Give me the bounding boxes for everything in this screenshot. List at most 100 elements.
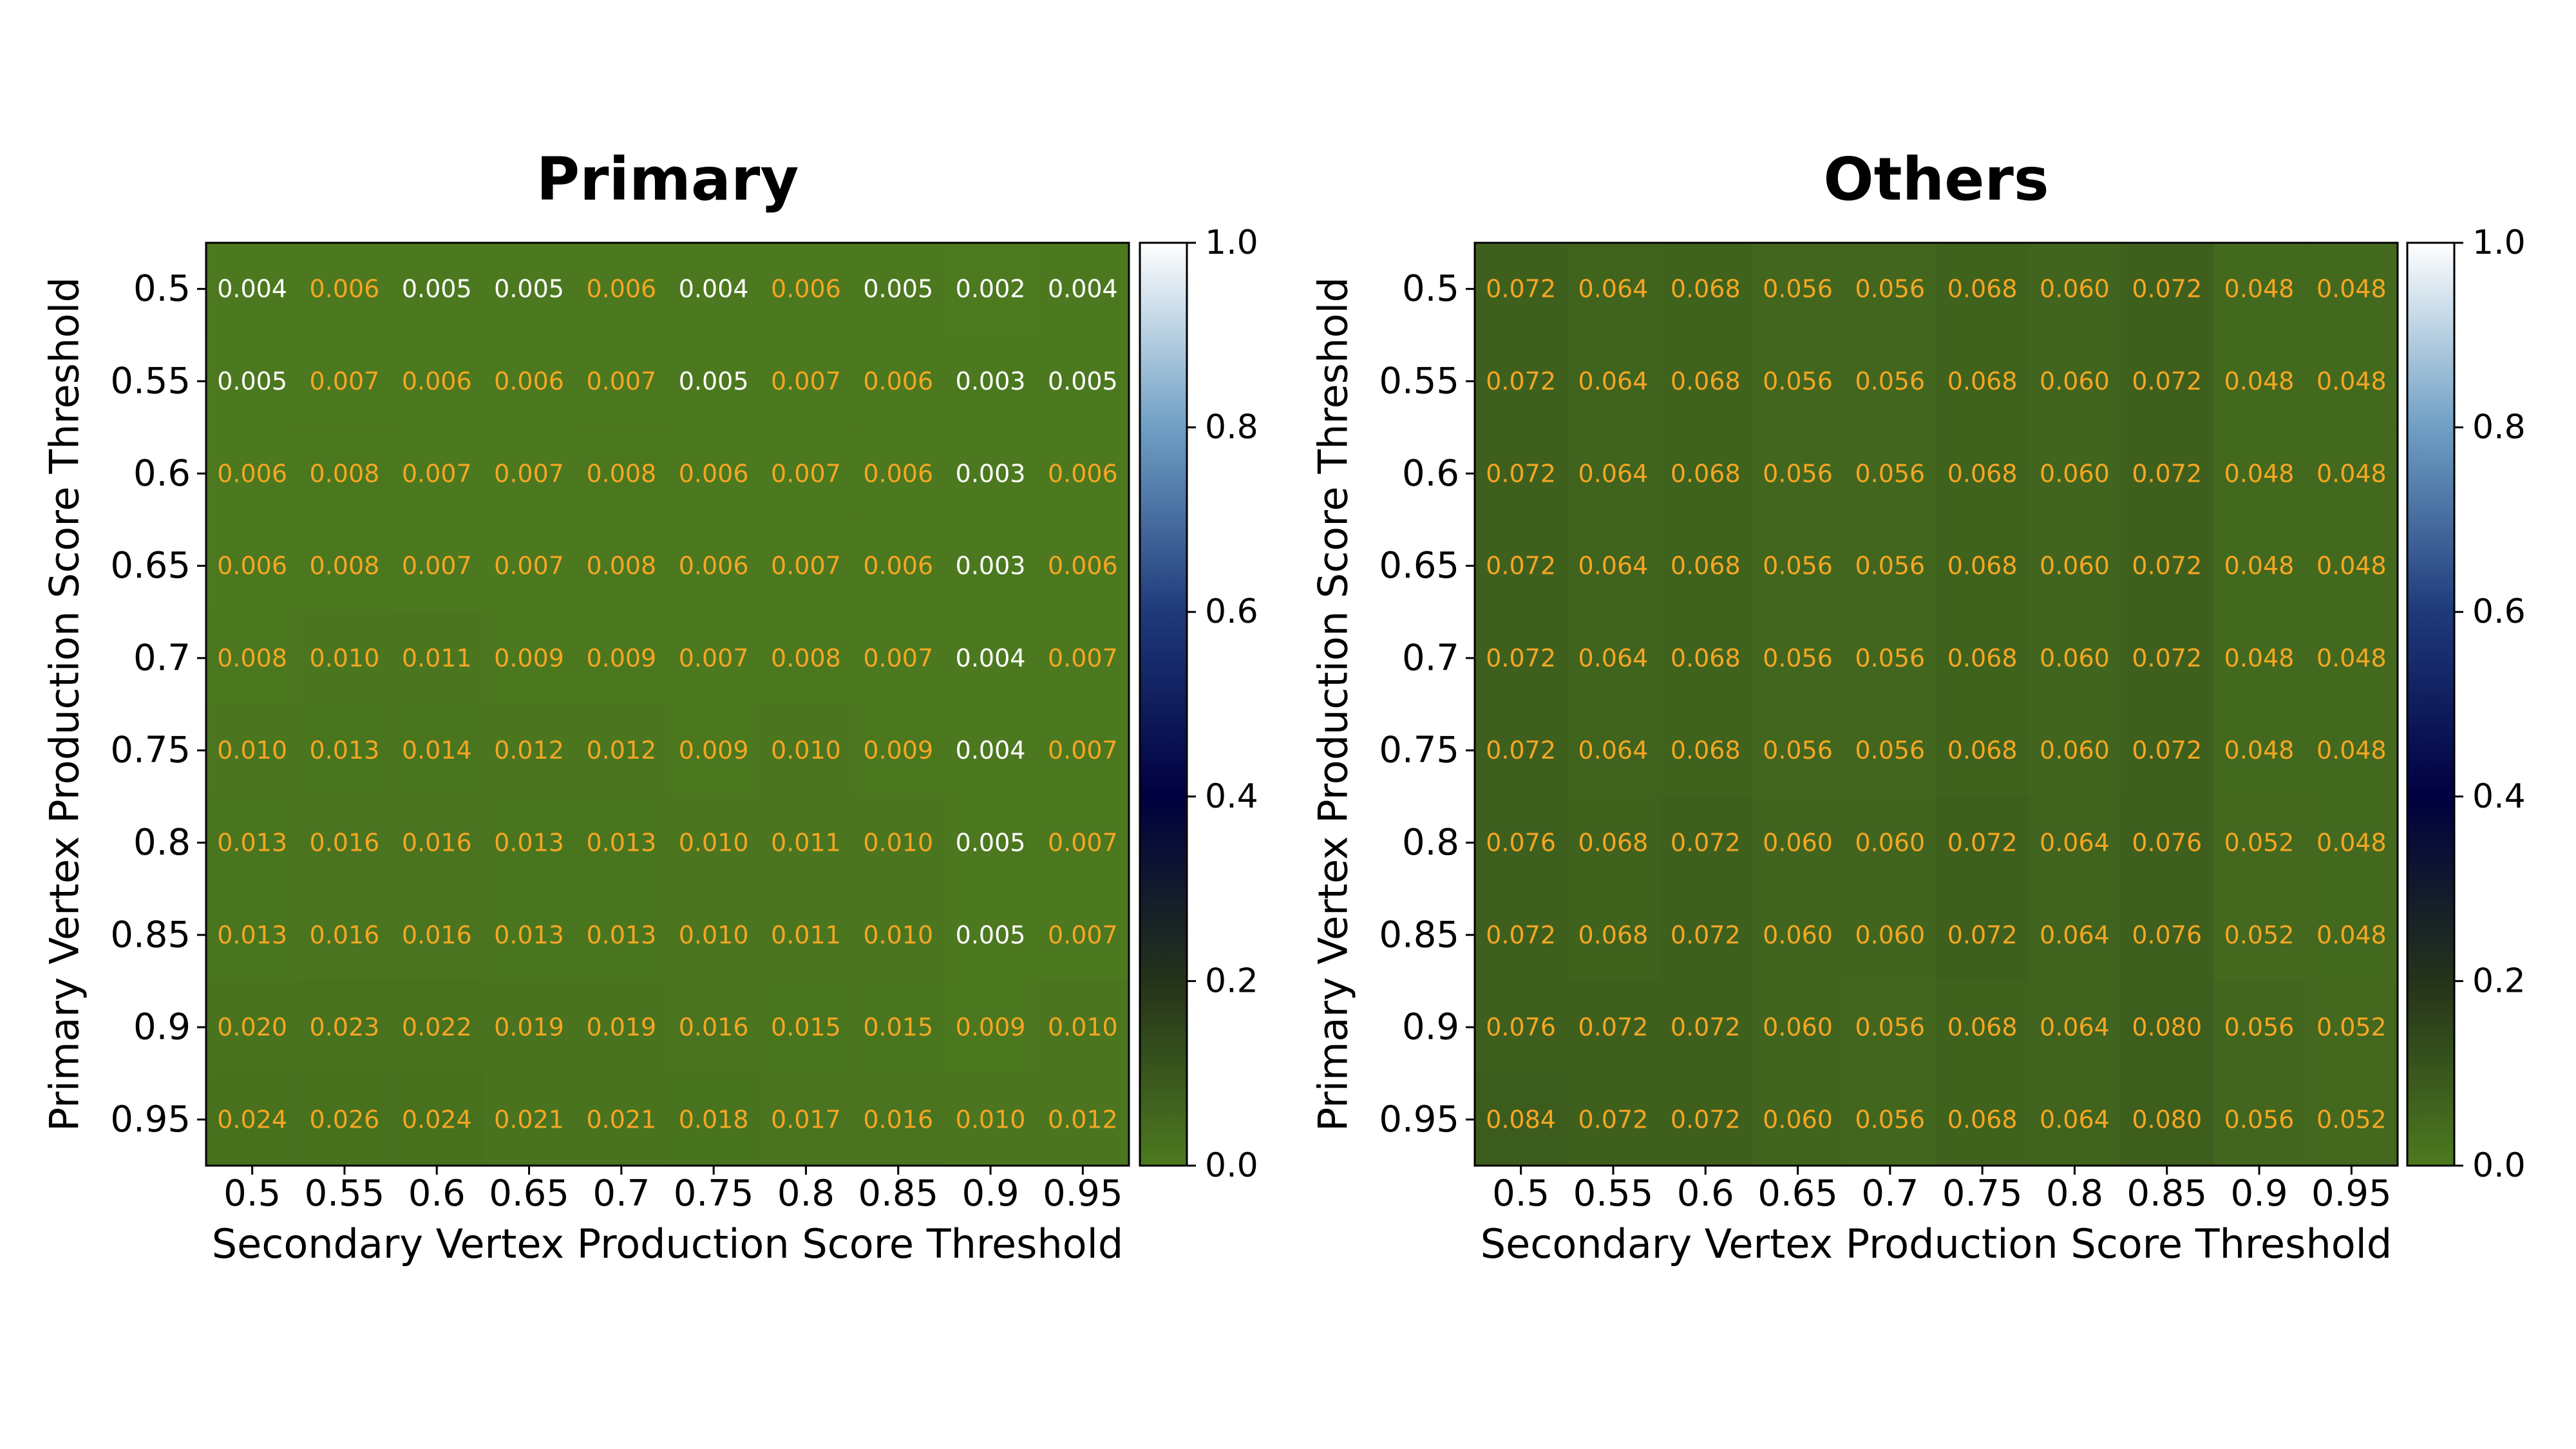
heatmap-cell bbox=[1751, 1073, 1844, 1166]
cell-value-label: 0.060 bbox=[1855, 921, 1925, 949]
cell-value-label: 0.072 bbox=[2132, 459, 2202, 488]
cell-value-label: 0.006 bbox=[494, 367, 564, 395]
heatmap-cell bbox=[2121, 704, 2213, 797]
cell-value-label: 0.013 bbox=[310, 736, 380, 764]
cell-value-label: 0.024 bbox=[217, 1105, 287, 1133]
cell-value-label: 0.080 bbox=[2132, 1013, 2202, 1041]
cell-value-label: 0.056 bbox=[1763, 367, 1833, 395]
heatmap-cell bbox=[2121, 335, 2213, 428]
heatmap-cell bbox=[482, 796, 576, 889]
colorbar-tick-label: 0.6 bbox=[1205, 592, 1258, 631]
heatmap-cell bbox=[206, 1073, 299, 1166]
heatmap-cell bbox=[206, 612, 299, 705]
x-axis-label: Secondary Vertex Production Score Thresh… bbox=[212, 1220, 1124, 1267]
heatmap-cell bbox=[2121, 981, 2213, 1074]
heatmap-cell bbox=[206, 519, 299, 612]
cell-value-label: 0.005 bbox=[1048, 367, 1118, 395]
x-tick-label: 0.8 bbox=[777, 1173, 835, 1215]
cell-value-label: 0.048 bbox=[2224, 552, 2295, 580]
heatmap-cell bbox=[1936, 796, 2029, 889]
heatmap-cell bbox=[1659, 335, 1752, 428]
cell-value-label: 0.016 bbox=[310, 921, 380, 949]
heatmap-panel-primary: 0.004 0.006 0.005 0.005 0.006 0.004 0.006 0.005… bbox=[41, 145, 1258, 1267]
cell-value-label: 0.011 bbox=[402, 644, 472, 672]
heatmap-cell bbox=[206, 889, 299, 981]
heatmap-cell bbox=[1475, 796, 1567, 889]
heatmap-cell bbox=[2121, 519, 2213, 612]
heatmap-cell bbox=[2028, 519, 2121, 612]
cell-value-label: 0.072 bbox=[1947, 921, 2018, 949]
heatmap-cell bbox=[575, 1073, 668, 1166]
heatmap-cell bbox=[1659, 1073, 1752, 1166]
cell-value-label: 0.072 bbox=[1486, 275, 1556, 303]
x-axis: 0.5 0.55 0.6 0.65 0.7 0.75 0.8 0.85 0.9 0.95 Secon… bbox=[212, 1166, 1124, 1267]
cell-value-label: 0.007 bbox=[310, 367, 380, 395]
heatmap-cell bbox=[298, 519, 392, 612]
heatmap-cell bbox=[1036, 612, 1130, 705]
cell-value-label: 0.015 bbox=[863, 1013, 933, 1041]
heatmap-cell bbox=[2028, 1073, 2121, 1166]
heatmap-cell bbox=[1844, 335, 1937, 428]
heatmap-cell bbox=[298, 427, 392, 520]
cell-value-label: 0.019 bbox=[586, 1013, 656, 1041]
cell-value-label: 0.072 bbox=[2132, 552, 2202, 580]
heatmap-cell bbox=[667, 889, 761, 981]
cell-value-label: 0.006 bbox=[1048, 552, 1118, 580]
cell-value-label: 0.072 bbox=[1486, 736, 1556, 764]
cell-value-label: 0.010 bbox=[679, 921, 749, 949]
cell-value-label: 0.005 bbox=[956, 921, 1026, 949]
x-tick-label: 0.7 bbox=[1861, 1173, 1918, 1215]
heatmap-cell bbox=[390, 519, 484, 612]
cell-value-label: 0.068 bbox=[1671, 459, 1741, 488]
heatmap-cell bbox=[2213, 243, 2306, 336]
heatmap-cell bbox=[1751, 889, 1844, 981]
heatmap-cell bbox=[298, 981, 392, 1074]
cell-value-label: 0.068 bbox=[1947, 1105, 2018, 1133]
heatmap-cell bbox=[2121, 243, 2213, 336]
heatmap-cell bbox=[759, 981, 853, 1074]
colorbar-tick-label: 0.4 bbox=[1205, 777, 1258, 816]
cell-value-label: 0.084 bbox=[1486, 1105, 1556, 1133]
cell-value-label: 0.056 bbox=[1855, 1105, 1925, 1133]
heatmap-cell bbox=[2213, 335, 2306, 428]
heatmap-cell bbox=[2121, 1073, 2213, 1166]
heatmap-cell bbox=[2028, 612, 2121, 705]
cell-value-label: 0.007 bbox=[494, 459, 564, 488]
heatmap-cell bbox=[944, 981, 1037, 1074]
heatmap-cell bbox=[1751, 335, 1844, 428]
cell-value-label: 0.056 bbox=[1763, 459, 1833, 488]
cell-value-label: 0.020 bbox=[217, 1013, 287, 1041]
cell-value-label: 0.048 bbox=[2224, 367, 2295, 395]
heatmap-cell bbox=[2028, 889, 2121, 981]
cell-value-label: 0.007 bbox=[679, 644, 749, 672]
heatmap-cell bbox=[2121, 796, 2213, 889]
cell-value-label: 0.068 bbox=[1671, 367, 1741, 395]
cell-value-label: 0.006 bbox=[679, 459, 749, 488]
cell-value-label: 0.064 bbox=[1578, 275, 1649, 303]
heatmap-cell bbox=[1475, 335, 1567, 428]
cell-value-label: 0.060 bbox=[2040, 552, 2110, 580]
cell-value-label: 0.068 bbox=[1947, 736, 2018, 764]
cell-value-label: 0.009 bbox=[679, 736, 749, 764]
heatmap-cell bbox=[1475, 243, 1567, 336]
colorbar-tick-label: 0.0 bbox=[1205, 1146, 1258, 1185]
cell-value-label: 0.056 bbox=[1763, 644, 1833, 672]
y-axis-label: Primary Vertex Production Score Threshol… bbox=[41, 277, 88, 1132]
heatmap-cell bbox=[944, 335, 1037, 428]
cell-value-label: 0.056 bbox=[1763, 275, 1833, 303]
cell-value-label: 0.056 bbox=[1855, 275, 1925, 303]
cell-value-label: 0.064 bbox=[1578, 736, 1649, 764]
heatmap-cell bbox=[1036, 519, 1130, 612]
heatmap-cell bbox=[1567, 796, 1660, 889]
cell-value-label: 0.072 bbox=[1671, 921, 1741, 949]
heatmap-cell bbox=[1659, 243, 1752, 336]
x-tick-label: 0.65 bbox=[489, 1173, 569, 1215]
y-tick-label: 0.75 bbox=[110, 730, 191, 772]
heatmap-cell bbox=[575, 889, 668, 981]
heatmap-cell bbox=[759, 335, 853, 428]
cell-value-label: 0.056 bbox=[1855, 644, 1925, 672]
heatmap-cell bbox=[852, 704, 945, 797]
heatmap-cell bbox=[1036, 981, 1130, 1074]
x-tick-label: 0.95 bbox=[1043, 1173, 1123, 1215]
cell-value-label: 0.060 bbox=[1763, 1105, 1833, 1133]
